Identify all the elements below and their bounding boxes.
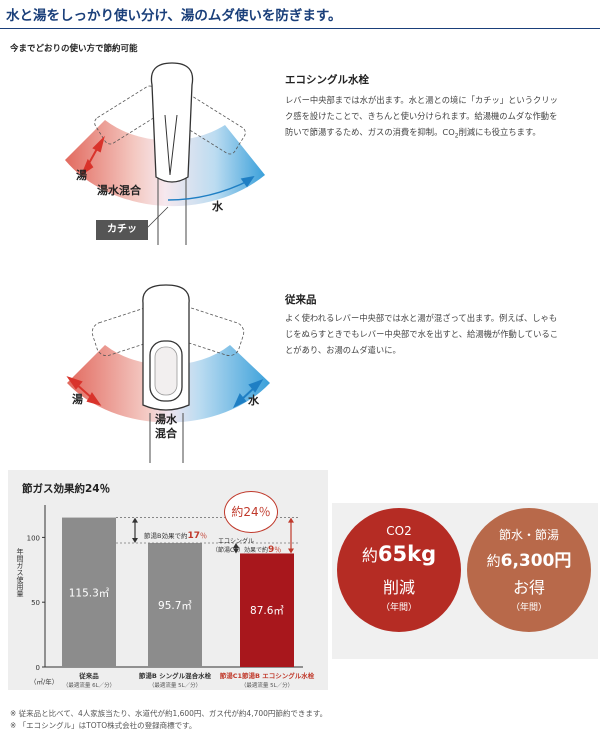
- x-tick-label: 節湯B シングル混合水栓: [138, 671, 212, 680]
- conv-label-water: 水: [248, 394, 259, 407]
- section-subtitle: 今までどおりの使い方で節約可能: [10, 44, 138, 54]
- co2-sub: 削減: [382, 578, 415, 597]
- click-badge: カチッ: [96, 220, 148, 240]
- saving-17-label: 節湯B効果で約: [144, 532, 188, 540]
- total-saving-bubble: 約24％: [224, 491, 278, 533]
- conventional-description: よく使われるレバー中央部では水と湯が混ざって出ます。例えば、しゃも じをぬらすと…: [285, 310, 558, 358]
- water-sub: お得: [512, 578, 545, 597]
- arrow-9-head-top: [233, 542, 239, 548]
- arrow-17-head-top: [132, 517, 138, 523]
- eco-desc-line: ク感を設けたことで、きちんと使い分けられます。給湯機のムダな作動を: [285, 111, 558, 121]
- saving-9-value: 9: [268, 545, 275, 555]
- saving-9-line2: （節湯C1）効果で約: [212, 547, 269, 554]
- conventional-lever-ghost-right: [163, 303, 245, 357]
- conv-label-mix-1: 湯水: [155, 413, 177, 426]
- bar-value-label: 87.6㎥: [250, 604, 284, 617]
- water-main-value: 6,300円: [500, 551, 572, 571]
- conv-label-mix: 湯水 混合: [155, 413, 177, 441]
- y-tick-label: 100: [27, 534, 40, 542]
- arrow-9-head-bottom: [233, 548, 239, 554]
- co2-reduction-circle: CO2 約65kg 削減 （年間）: [337, 508, 461, 632]
- y-tick-label: 50: [31, 599, 40, 607]
- bar-value-label: 95.7㎥: [158, 599, 192, 612]
- page-header: 水と湯をしっかり使い分け、湯のムダ使いを防ぎます。: [0, 0, 600, 29]
- eco-desc-text: 防いで節湯するため、ガスの消費を抑制。: [285, 127, 443, 137]
- conv-label-hot: 湯: [72, 393, 83, 406]
- x-tick-note: （最適流量 5L／分）: [241, 681, 293, 689]
- water-main: 約6,300円: [467, 546, 591, 571]
- arrow-24-head-bottom: [288, 548, 294, 554]
- eco-desc-line: 防いで節湯するため、ガスの消費を抑制。CO2削減にも役立ちます。: [285, 124, 558, 145]
- faucet-body: [150, 62, 194, 245]
- click-pointer: [144, 206, 169, 231]
- eco-desc-line: レバー中央部までは水が出ます。水と湯との境に「カチッ」というクリッ: [285, 95, 558, 105]
- arrow-24-head-top: [288, 517, 294, 523]
- bar-value-label: 115.3㎥: [69, 586, 110, 599]
- x-tick-note: （最適流量 6L／分）: [63, 681, 115, 689]
- water-main-prefix: 約: [486, 554, 501, 570]
- chart-title: 節ガス効果約24％: [22, 483, 111, 495]
- footnote: ※ 「エコシングル」はTOTO株式会社の登録商標です。: [10, 721, 197, 730]
- conventional-water-arrow: [232, 379, 264, 409]
- water-arrow: [167, 175, 255, 201]
- hot-arrow: [80, 135, 105, 176]
- conventional-faucet-body: [142, 284, 190, 463]
- bar: [240, 553, 294, 667]
- y-tick-label: 0: [36, 664, 40, 672]
- bar: [62, 517, 116, 667]
- eco-label-hot: 湯: [76, 169, 87, 182]
- co2-suffix: 削減にも役立ちます。: [458, 127, 541, 137]
- footnotes: ※ 従来品と比べて、4人家族当たり、水道代が約1,600円、ガス代が約4,700…: [10, 708, 327, 732]
- conv-label-mix-2: 混合: [155, 427, 177, 440]
- saving-17-annotation: 節湯B効果で約17％: [144, 530, 207, 541]
- x-tick-label: 従来品: [78, 671, 99, 680]
- chart-ylabel: 年間ガス使用量: [16, 548, 24, 597]
- co2-period: （年間）: [380, 603, 417, 613]
- eco-label-water: 水: [212, 200, 223, 213]
- water-saving-circle: 節水・節湯 約6,300円 お得 （年間）: [467, 508, 591, 632]
- arrow-17-head-bottom: [132, 537, 138, 543]
- conv-desc-line: よく使われるレバー中央部では水と湯が混ざって出ます。例えば、しゃも: [285, 313, 558, 323]
- eco-faucet-name: エコシングル水栓: [285, 74, 369, 86]
- saving-17-unit: ％: [200, 532, 207, 540]
- co2-main: 約65kg: [337, 542, 461, 566]
- eco-faucet-description: レバー中央部までは水が出ます。水と湯との境に「カチッ」というクリッ ク感を設けた…: [285, 92, 558, 145]
- co2-top: CO2: [386, 524, 412, 538]
- eco-faucet-illustration: [65, 62, 265, 245]
- saving-9-line1: エコシングル: [218, 538, 255, 545]
- click-badge-label: カチッ: [107, 224, 137, 235]
- bar: [148, 542, 202, 667]
- saving-17-value: 17: [187, 531, 200, 541]
- conventional-name: 従来品: [285, 294, 317, 306]
- total-saving-label: 約24％: [231, 505, 271, 519]
- co2-text: CO: [442, 127, 455, 137]
- x-tick-note: （最適流量 5L／分）: [149, 681, 201, 689]
- page-title: 水と湯をしっかり使い分け、湯のムダ使いを防ぎます。: [6, 8, 342, 24]
- saving-9-annotation: エコシングル （節湯C1）効果で約9％: [212, 538, 281, 555]
- conventional-faucet-illustration: [66, 284, 270, 463]
- footnote: ※ 従来品と比べて、4人家族当たり、水道代が約1,600円、ガス代が約4,700…: [10, 709, 328, 718]
- water-period: （年間）: [510, 603, 547, 613]
- x-tick-label: 節湯C1節湯B エコシングル水栓: [219, 671, 315, 680]
- water-top: 節水・節湯: [498, 528, 559, 542]
- conv-desc-line: とがあり、お湯のムダ遣いに。: [285, 345, 401, 355]
- co2-main-value: 65kg: [377, 542, 437, 566]
- saving-9-unit: ％: [274, 546, 282, 554]
- chart-unit-label: （㎥/年）: [30, 678, 59, 686]
- conv-desc-line: じをぬらすときでもレバー中央部で水を出すと、給湯機が作動しているこ: [285, 329, 559, 339]
- co2-sub: 2: [454, 132, 459, 140]
- eco-label-mix: 湯水混合: [97, 184, 141, 197]
- co2-main-prefix: 約: [361, 546, 378, 565]
- conventional-hot-arrow: [66, 376, 102, 406]
